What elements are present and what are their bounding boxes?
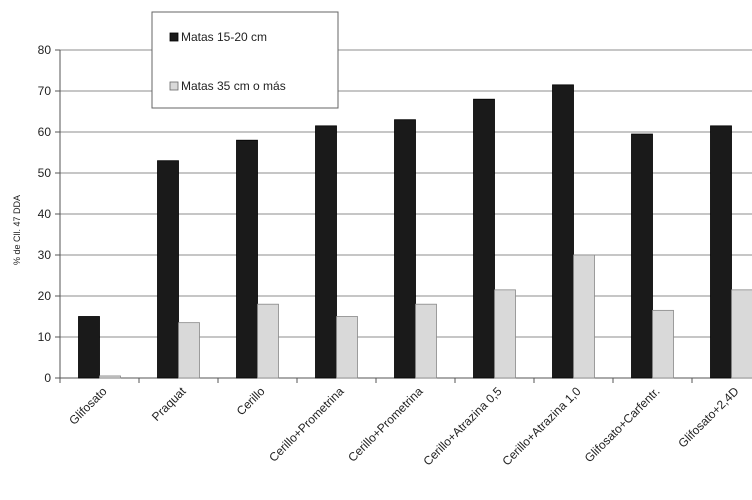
bar-series-2-3 (336, 316, 358, 379)
bar-series-1-4 (394, 119, 416, 379)
legend-box (151, 11, 339, 109)
y-tick-label-20: 20 (38, 289, 52, 303)
x-category-label-3: Cerillo+Prometrina (266, 384, 347, 465)
bar-series-2-5 (494, 289, 516, 379)
y-axis-title: % de Cll. 47 DDA (12, 195, 22, 265)
x-category-label-4: Cerillo+Prometrina (345, 384, 426, 465)
bar-series-1-6 (552, 84, 574, 379)
bar-series-1-0 (78, 316, 100, 379)
x-category-label-2: Cerillo (234, 384, 268, 418)
y-tick-label-80: 80 (38, 43, 52, 57)
bar-series-2-8 (731, 289, 752, 379)
legend-swatch-series-1 (169, 32, 179, 42)
y-tick-label-0: 0 (44, 371, 51, 385)
x-category-label-6: Cerillo+Atrazina 1,0 (499, 384, 583, 468)
legend-label-series-1: Matas 15-20 cm (181, 30, 267, 44)
y-tick-label-30: 30 (38, 248, 52, 262)
bar-series-1-1 (157, 160, 179, 379)
bar-series-2-7 (652, 309, 674, 379)
bar-series-2-6 (573, 254, 595, 379)
bar-series-1-5 (473, 98, 495, 379)
bar-series-1-8 (710, 125, 732, 379)
y-tick-labels: 0 10 20 30 40 50 60 70 80 (38, 43, 52, 385)
legend-label-series-2: Matas 35 cm o más (181, 79, 286, 93)
bar-series-2-0 (99, 375, 121, 379)
x-category-label-7: Glifosato+Carfentr. (582, 384, 663, 465)
y-tick-label-60: 60 (38, 125, 52, 139)
x-category-label-8: Glifosato+2,4D (675, 384, 741, 450)
y-tick-label-40: 40 (38, 207, 52, 221)
bar-series-2-2 (257, 303, 279, 379)
bar-series-1-2 (236, 139, 258, 379)
x-category-label-5: Cerillo+Atrazina 0,5 (420, 384, 504, 468)
bar-series-2-4 (415, 303, 437, 379)
y-tick-label-50: 50 (38, 166, 52, 180)
x-category-label-0: Glifosato (66, 384, 110, 428)
x-category-labels: Glifosato Praquat CerilloCerillo+Prometrin… (66, 384, 742, 469)
bar-series-1-3 (315, 125, 337, 379)
bar-series-1-7 (631, 133, 653, 379)
x-category-label-1: Praquat (149, 384, 189, 424)
legend: Matas 15-20 cm Matas 35 cm o más (151, 11, 339, 109)
bars (78, 84, 752, 379)
y-tick-label-10: 10 (38, 330, 52, 344)
bar-series-2-1 (178, 322, 200, 379)
y-tick-label-70: 70 (38, 84, 52, 98)
legend-swatch-series-2 (169, 81, 179, 91)
